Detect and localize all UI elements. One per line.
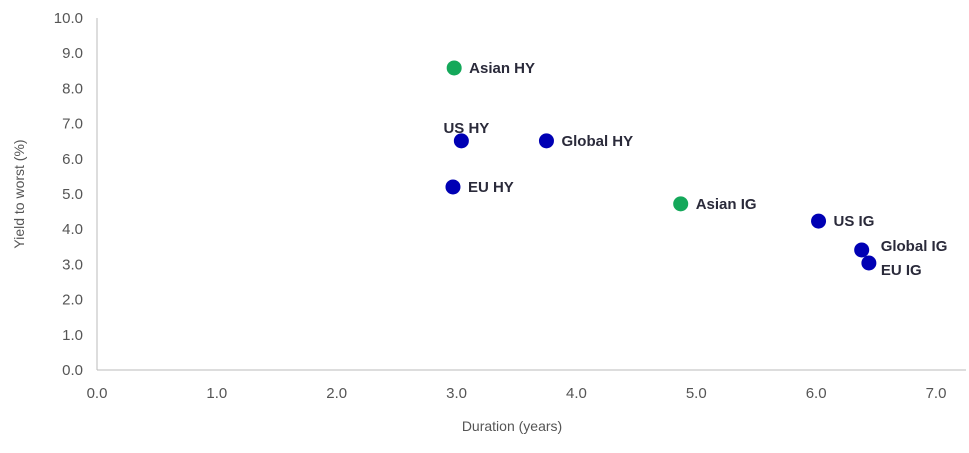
y-tick-label: 7.0 — [62, 116, 83, 133]
x-tick-label: 2.0 — [326, 385, 347, 402]
y-tick-label: 6.0 — [62, 151, 83, 168]
data-point — [854, 242, 870, 258]
data-point — [861, 255, 877, 271]
y-tick-label: 1.0 — [62, 327, 83, 344]
data-point — [538, 133, 554, 149]
data-point-label: Global IG — [881, 238, 948, 255]
data-point — [811, 213, 827, 229]
y-tick-label: 3.0 — [62, 256, 83, 273]
x-tick-label: 0.0 — [87, 385, 108, 402]
data-point-label: Global HY — [561, 133, 633, 150]
x-tick-label: 6.0 — [806, 385, 827, 402]
x-tick-label: 1.0 — [206, 385, 227, 402]
data-point — [446, 60, 462, 76]
data-point-label: US HY — [443, 120, 489, 137]
y-tick-label: 10.0 — [54, 10, 83, 27]
data-point-label: Asian IG — [696, 196, 757, 213]
y-tick-label: 8.0 — [62, 80, 83, 97]
y-tick-label: 0.0 — [62, 362, 83, 379]
y-tick-label: 5.0 — [62, 186, 83, 203]
data-point-label: US IG — [834, 213, 875, 230]
data-point — [445, 179, 461, 195]
data-point-label: Asian HY — [469, 60, 535, 77]
y-tick-label: 2.0 — [62, 292, 83, 309]
data-point — [453, 133, 469, 149]
x-tick-label: 3.0 — [446, 385, 467, 402]
data-point-label: EU IG — [881, 262, 922, 279]
y-tick-label: 4.0 — [62, 221, 83, 238]
data-point-label: EU HY — [468, 179, 514, 196]
y-tick-label: 9.0 — [62, 45, 83, 62]
data-point — [673, 196, 689, 212]
x-axis-label: Duration (years) — [462, 418, 562, 434]
x-tick-label: 4.0 — [566, 385, 587, 402]
x-tick-label: 7.0 — [926, 385, 947, 402]
x-tick-label: 5.0 — [686, 385, 707, 402]
y-axis-label: Yield to worst (%) — [11, 139, 27, 248]
